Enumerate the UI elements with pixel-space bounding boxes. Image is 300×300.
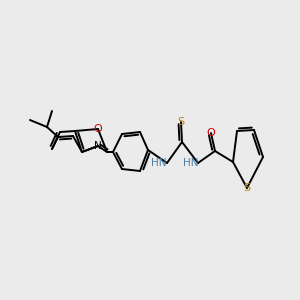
Text: S: S bbox=[177, 117, 184, 127]
Text: S: S bbox=[243, 183, 250, 193]
Text: N: N bbox=[94, 141, 102, 151]
Text: O: O bbox=[94, 124, 102, 134]
Text: HN: HN bbox=[182, 158, 198, 168]
Text: HN: HN bbox=[152, 158, 167, 168]
Text: O: O bbox=[207, 128, 215, 138]
